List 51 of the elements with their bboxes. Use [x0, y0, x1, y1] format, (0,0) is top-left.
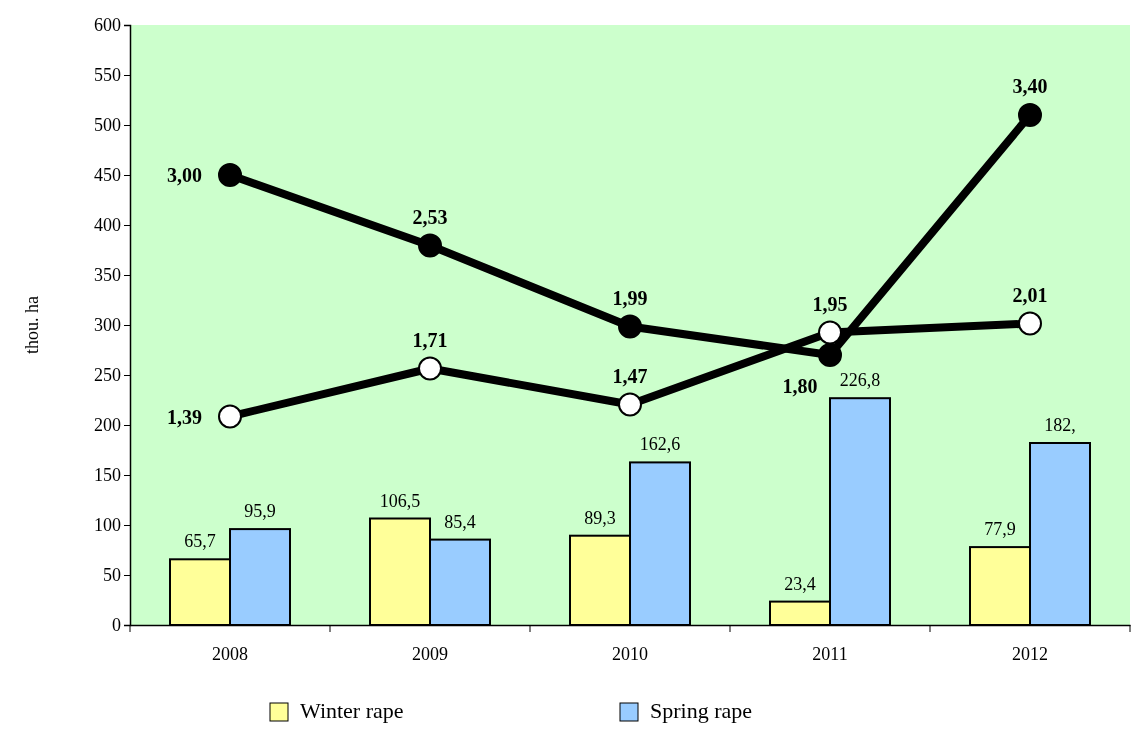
y-tick-label: 200 — [94, 415, 121, 436]
data-label: 182, — [1044, 415, 1076, 435]
data-label: 162,6 — [639, 434, 681, 455]
point — [218, 404, 242, 429]
data-label: 1,95 — [812, 292, 848, 315]
y-tick-label: 300 — [94, 315, 121, 336]
data-label: 1,99 — [612, 286, 648, 309]
y-axis-title: thou. ha — [22, 296, 42, 354]
data-label: 1,39 — [167, 405, 202, 428]
point — [1018, 103, 1042, 127]
x-tick-label: 2009 — [412, 643, 448, 664]
data-label: 77,9 — [984, 519, 1016, 540]
x-tick-label: 2010 — [612, 643, 648, 664]
point — [218, 163, 242, 187]
y-tick-label: 500 — [94, 115, 121, 136]
y-tick-label: 150 — [94, 465, 121, 486]
data-label: 2,53 — [412, 205, 448, 228]
y-tick-label: 550 — [94, 65, 121, 86]
point — [818, 320, 842, 345]
point — [418, 233, 442, 258]
point — [418, 356, 442, 381]
data-label: 106,5 — [379, 490, 421, 511]
data-label: 1,80 — [782, 375, 818, 397]
point — [618, 392, 642, 417]
y-tick-label: 400 — [94, 215, 121, 236]
data-label: 3,40 — [1012, 75, 1048, 97]
point — [1018, 311, 1042, 336]
data-label: 23,4 — [784, 573, 816, 594]
data-label: 1,47 — [612, 364, 648, 387]
data-label: 85,4 — [444, 511, 476, 532]
y-tick-label: 100 — [94, 515, 121, 536]
legend-label: Winter rape — [300, 698, 404, 723]
legend-label: Spring rape — [650, 698, 753, 723]
y-tick-label: 450 — [94, 165, 121, 186]
y-tick-label: 50 — [103, 565, 121, 586]
y-tick-label: 250 — [94, 365, 121, 386]
x-tick-label: 2011 — [812, 643, 848, 664]
point — [618, 314, 642, 339]
data-label: 89,3 — [584, 507, 616, 528]
data-label: 3,00 — [167, 164, 202, 186]
x-tick-label: 2012 — [1012, 643, 1048, 664]
data-label: 226,8 — [839, 370, 881, 391]
data-label: 65,7 — [184, 531, 216, 552]
point — [818, 343, 842, 367]
data-label: 1,71 — [412, 328, 448, 351]
y-tick-label: 350 — [94, 265, 121, 286]
data-label: 2,01 — [1012, 283, 1048, 306]
x-tick-label: 2008 — [212, 643, 248, 664]
y-tick-label: 0 — [112, 615, 121, 636]
y-tick-label: 600 — [94, 15, 121, 36]
data-label: 95,9 — [244, 501, 276, 522]
